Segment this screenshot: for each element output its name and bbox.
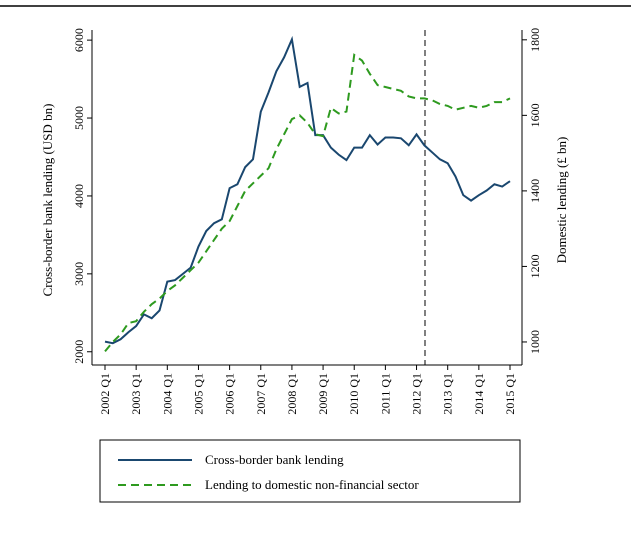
x-tick-label: 2014 Q1 <box>472 373 486 415</box>
legend-label: Cross-border bank lending <box>205 452 344 467</box>
x-tick-label: 2012 Q1 <box>410 373 424 415</box>
x-tick-label: 2002 Q1 <box>98 373 112 415</box>
legend-box <box>99 439 521 503</box>
x-tick-label: 2013 Q1 <box>441 373 455 415</box>
y2-tick-label: 1200 <box>528 254 542 278</box>
y2-tick-label: 1400 <box>528 179 542 203</box>
y-tick-label: 6000 <box>72 28 86 52</box>
x-tick-label: 2009 Q1 <box>316 373 330 415</box>
y-tick-label: 5000 <box>72 106 86 130</box>
legend-label: Lending to domestic non-financial sector <box>205 477 419 492</box>
x-tick-label: 2008 Q1 <box>285 373 299 415</box>
y2-axis-title: Domestic lending (£ bn) <box>554 137 569 264</box>
data-line <box>104 53 511 353</box>
y-tick-label: 3000 <box>72 262 86 286</box>
x-tick-label: 2004 Q1 <box>160 373 174 415</box>
x-tick-label: 2007 Q1 <box>254 373 268 415</box>
data-line <box>104 35 511 345</box>
x-tick-label: 2015 Q1 <box>503 373 517 415</box>
x-tick-label: 2011 Q1 <box>378 373 392 414</box>
y2-tick-label: 1800 <box>528 28 542 52</box>
x-tick-label: 2006 Q1 <box>223 373 237 415</box>
y-axis-title: Cross-border bank lending (USD bn) <box>40 104 55 297</box>
y2-tick-label: 1600 <box>528 103 542 127</box>
y-tick-label: 4000 <box>72 184 86 208</box>
y-tick-label: 2000 <box>72 340 86 364</box>
x-tick-label: 2010 Q1 <box>347 373 361 415</box>
y2-tick-label: 1000 <box>528 330 542 354</box>
x-tick-label: 2003 Q1 <box>129 373 143 415</box>
x-tick-label: 2005 Q1 <box>191 373 205 415</box>
